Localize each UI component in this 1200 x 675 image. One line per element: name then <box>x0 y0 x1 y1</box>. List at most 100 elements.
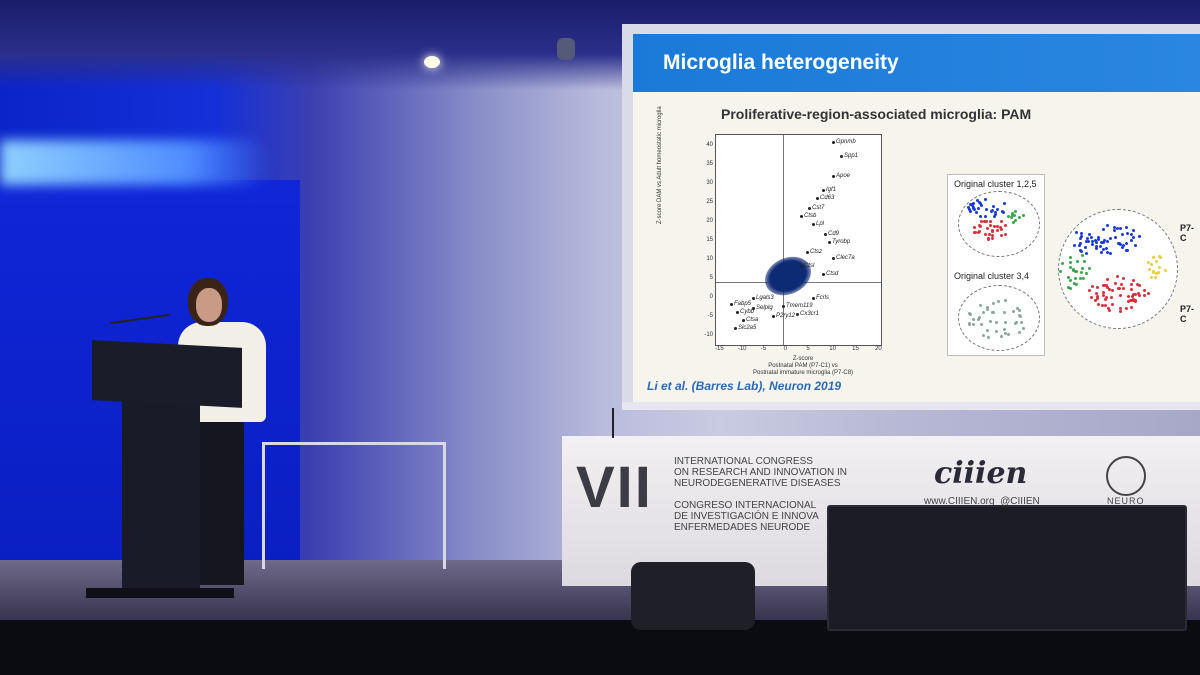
x-tick-label: 10 <box>829 346 836 352</box>
cluster-dot <box>986 307 990 311</box>
gene-point <box>828 241 831 244</box>
cluster-dot <box>1021 326 1025 330</box>
y-tick-label: 35 <box>706 161 713 167</box>
cluster-dot <box>1096 235 1100 239</box>
cluster-dot <box>1094 298 1098 302</box>
cluster-dot <box>1090 243 1094 247</box>
cluster-dot <box>1073 277 1077 281</box>
cluster-dot <box>1163 269 1167 273</box>
cluster-dot <box>1081 266 1085 270</box>
y-tick-label: 15 <box>706 237 713 243</box>
cluster-dot <box>977 201 981 205</box>
gene-point <box>736 311 739 314</box>
cluster-dot <box>1097 238 1100 242</box>
cluster-dot <box>978 304 982 308</box>
screen-bottom-edge <box>622 402 1200 410</box>
gene-label: Ctsa <box>746 317 759 323</box>
cluster-dot <box>1102 241 1106 245</box>
cluster-dot <box>1148 267 1152 271</box>
cluster-dot <box>1080 249 1084 253</box>
cluster-dot <box>985 305 989 309</box>
cluster-dot <box>1080 254 1084 258</box>
cluster-dot <box>1102 284 1106 288</box>
cluster-dot <box>987 335 991 339</box>
cluster-dot <box>1060 262 1064 266</box>
cluster-dot <box>972 323 976 327</box>
gene-point <box>832 257 835 260</box>
cluster-dot <box>1114 235 1118 239</box>
banner-website: www.CIIIEN.org @CIIIEN <box>924 496 1040 507</box>
cluster-dot <box>1086 237 1090 241</box>
cluster-dot <box>975 198 979 202</box>
cluster-dot <box>1003 310 1007 314</box>
banner-english-text: INTERNATIONAL CONGRESS ON RESEARCH AND I… <box>674 456 847 489</box>
cluster-dot <box>1104 297 1108 301</box>
cluster-dot <box>1129 232 1133 236</box>
cluster-dot <box>992 204 996 208</box>
cluster-dot <box>988 224 992 228</box>
cluster-dot <box>1111 289 1115 292</box>
y-tick-label: 25 <box>706 199 713 205</box>
cluster-dot <box>1004 233 1008 237</box>
cluster-dot <box>1095 245 1099 249</box>
cluster-dot <box>978 202 982 206</box>
cluster-dot <box>1129 283 1133 287</box>
cluster-panel: Original cluster 1,2,5 Original cluster … <box>947 174 1045 356</box>
gene-point <box>812 297 815 300</box>
gene-label: Tyrobp <box>832 239 851 245</box>
lectern-top <box>92 340 242 408</box>
cluster-dot <box>1150 275 1154 279</box>
cluster-dot <box>972 230 976 234</box>
presentation-slide: Microglia heterogeneity Proliferative-re… <box>633 34 1200 402</box>
cluster-dot <box>1124 225 1128 229</box>
cluster-dot <box>1105 239 1109 243</box>
cluster-dot <box>1106 307 1110 311</box>
cluster-dot <box>1121 287 1125 291</box>
cluster-dot <box>1137 292 1141 295</box>
cluster-dot <box>976 206 980 210</box>
cluster-dot <box>1079 242 1083 246</box>
cluster-dot <box>968 209 972 213</box>
cluster-dot <box>1157 270 1161 274</box>
cluster-dot <box>1137 283 1141 287</box>
cluster-dot <box>1105 246 1109 250</box>
y-tick-label: 10 <box>706 256 713 262</box>
cluster-dot <box>991 234 995 238</box>
cluster-dot <box>981 310 985 314</box>
cluster-dot <box>978 214 982 218</box>
cluster-dot <box>997 300 1001 304</box>
cluster-dot <box>972 206 976 210</box>
cluster-dot <box>1074 283 1078 287</box>
ciiien-logo: ciiien <box>934 456 1028 491</box>
gene-point <box>752 297 755 300</box>
cluster-dot <box>988 219 992 223</box>
slide-title: Microglia heterogeneity <box>663 51 899 74</box>
security-camera-icon <box>557 38 575 60</box>
cluster-dot <box>979 322 983 326</box>
cluster-dot <box>1131 295 1135 299</box>
cluster-dot <box>1116 227 1120 231</box>
cluster-dot <box>1010 214 1014 218</box>
cluster-dot <box>992 302 996 306</box>
cluster-dot <box>989 209 993 213</box>
cluster-dot <box>1082 260 1086 264</box>
cluster-dot <box>1108 308 1112 312</box>
cluster-dot <box>1079 232 1083 236</box>
gene-label: Igf1 <box>826 187 837 193</box>
p7-label-top: P7-C <box>1180 223 1195 243</box>
cluster-dot <box>1087 266 1091 270</box>
cluster-dot <box>1096 285 1100 289</box>
slide-header: Microglia heterogeneity <box>633 34 1200 92</box>
cluster-dot <box>980 220 984 224</box>
y-tick-label: -10 <box>704 332 713 338</box>
cluster-dot <box>1104 283 1108 287</box>
cluster-dot <box>1073 269 1077 273</box>
gene-point <box>832 141 835 144</box>
gene-point <box>730 303 733 306</box>
cluster-dot <box>1112 229 1116 233</box>
cluster-dot <box>993 214 997 218</box>
cluster-dot <box>1100 251 1104 255</box>
cluster-dot <box>1133 293 1137 297</box>
cluster-dot <box>998 226 1002 230</box>
gene-point <box>800 265 803 268</box>
